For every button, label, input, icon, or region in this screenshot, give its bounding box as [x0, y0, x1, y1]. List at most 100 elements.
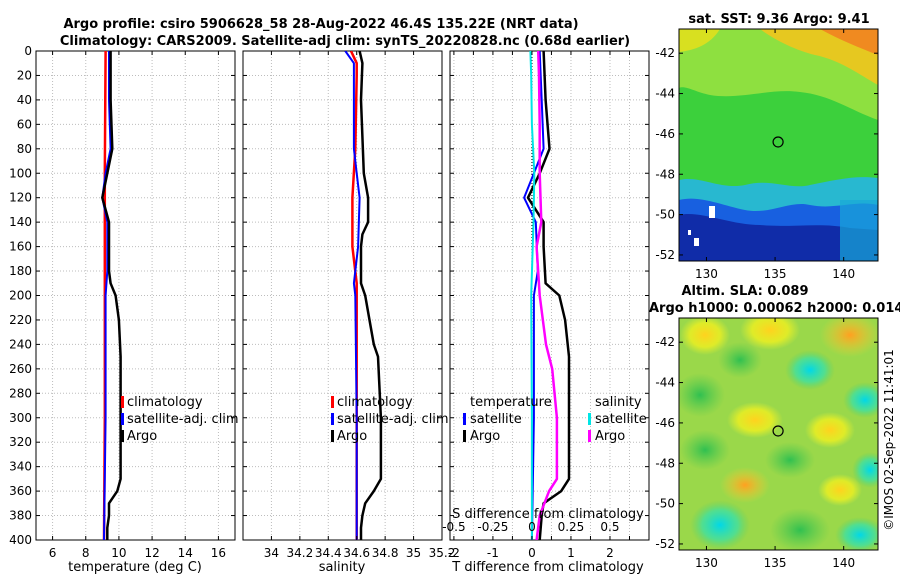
- y-tick-label: 160: [9, 240, 32, 254]
- salinity-profile-panel: 34 34.2 34.4 34.6 34.8 35 35.2 salinity climat…: [242, 50, 456, 575]
- x-tick-label: 16: [211, 546, 226, 560]
- y-tick-label: 280: [9, 386, 32, 400]
- legend-swatch-t-argo: [463, 430, 466, 442]
- x2-tick-label: 0: [528, 520, 536, 534]
- map-y-tick-label: -44: [655, 376, 675, 390]
- legend-swatch-s-satellite: [588, 413, 591, 425]
- series-line-temperature-argo: [526, 51, 571, 540]
- x2-tick-label: 0.5: [600, 520, 619, 534]
- x-tick-label: 34.4: [315, 546, 342, 560]
- y-tick-label: 400: [9, 533, 32, 547]
- y-tick-label: 80: [17, 142, 32, 156]
- sst-map-title: sat. SST: 9.36 Argo: 9.41: [688, 12, 869, 27]
- x-tick-label: 8: [82, 546, 90, 560]
- y-tick-label: 40: [17, 93, 32, 107]
- series-line-argo: [101, 51, 122, 540]
- series-line-salinity-argo: [535, 51, 559, 540]
- sla-map-title-line2: Argo h1000: 0.00062 h2000: 0.014: [649, 301, 900, 316]
- map-x-tick-label: 140: [832, 556, 855, 570]
- x-tick-label: 35.2: [429, 546, 456, 560]
- x-tick-label: 1: [567, 546, 575, 560]
- y-tick-label: 120: [9, 191, 32, 205]
- x-tick-label: 2: [606, 546, 614, 560]
- legend-swatch-satellite: [331, 413, 334, 425]
- y-tick-label: 340: [9, 460, 32, 474]
- legend-label-s-argo: Argo: [595, 429, 625, 444]
- difference-legend: temperature satellite Argo salinity sate…: [463, 395, 647, 444]
- sla-argo-location-marker: [772, 425, 784, 437]
- temperature-legend: climatology satellite-adj. clim Argo: [121, 395, 239, 444]
- imos-timestamp: ©IMOS 02-Sep-2022 11:41:01: [882, 349, 896, 531]
- x-tick-label: 6: [49, 546, 57, 560]
- x-tick-label: -2: [448, 546, 460, 560]
- legend-swatch-s-argo: [588, 430, 591, 442]
- map-x-tick-label: 140: [832, 267, 855, 281]
- map-x-tick-label: 130: [695, 267, 718, 281]
- map-y-tick-label: -44: [655, 87, 675, 101]
- x2-tick-label: -0.25: [477, 520, 508, 534]
- legend-label-climatology: climatology: [127, 395, 203, 410]
- x2-tick-label: 0.25: [558, 520, 585, 534]
- legend-swatch-argo: [331, 430, 334, 442]
- legend-swatch-satellite: [121, 413, 124, 425]
- y-tick-label: 360: [9, 484, 32, 498]
- sst-heatmap: [679, 29, 878, 261]
- legend-title-salinity: salinity: [595, 395, 642, 410]
- x2-tick-label: -0.5: [442, 520, 465, 534]
- y-tick-label: 0: [24, 44, 32, 58]
- difference-profile-panel: -2 -1 0 1 2 -0.5 -0.25 0 0.25 0.5 T difference fr…: [442, 50, 650, 575]
- y-tick-label: 60: [17, 117, 32, 131]
- legend-title-temperature: temperature: [470, 395, 552, 410]
- legend-swatch-climatology: [331, 396, 334, 408]
- x-tick-label: 34.6: [343, 546, 370, 560]
- x-tick-label: 34.2: [286, 546, 313, 560]
- y-tick-label: 260: [9, 362, 32, 376]
- salinity-xlabel: salinity: [319, 560, 366, 575]
- y-tick-label: 300: [9, 411, 32, 425]
- y-tick-label: 200: [9, 289, 32, 303]
- legend-label-t-satellite: satellite: [470, 412, 522, 427]
- legend-label-t-argo: Argo: [470, 429, 500, 444]
- map-y-tick-label: -52: [655, 537, 675, 551]
- x-tick-label: 34.8: [372, 546, 399, 560]
- y-tick-label: 140: [9, 215, 32, 229]
- sst-map-frame: [678, 28, 879, 262]
- y-tick-label: 100: [9, 166, 32, 180]
- map-y-tick-label: -42: [655, 335, 675, 349]
- legend-label-s-satellite: satellite: [595, 412, 647, 427]
- map-x-tick-label: 130: [695, 556, 718, 570]
- legend-swatch-t-satellite: [463, 413, 466, 425]
- legend-swatch-argo: [121, 430, 124, 442]
- y-tick-label: 320: [9, 435, 32, 449]
- figure-title-line1: Argo profile: csiro 5906628_58 28-Aug-20…: [63, 17, 578, 32]
- legend-label-argo: Argo: [127, 429, 157, 444]
- map-y-tick-label: -42: [655, 46, 675, 60]
- x-tick-label: -1: [487, 546, 499, 560]
- x-tick-label: 0: [528, 546, 536, 560]
- sst-argo-location-marker: [772, 136, 784, 148]
- legend-label-satellite: satellite-adj. clim: [127, 412, 239, 427]
- y-tick-label: 380: [9, 509, 32, 523]
- map-y-tick-label: -46: [655, 416, 675, 430]
- temperature-xlabel: temperature (deg C): [68, 560, 202, 575]
- y-tick-label: 180: [9, 264, 32, 278]
- map-y-tick-label: -52: [655, 248, 675, 262]
- s-difference-xlabel: S difference from climatology: [452, 507, 644, 522]
- legend-label-argo: Argo: [337, 429, 367, 444]
- legend-label-satellite: satellite-adj. clim: [337, 412, 449, 427]
- y-tick-label: 240: [9, 337, 32, 351]
- series-line-satellite-adj-clim: [344, 51, 361, 540]
- x-tick-label: 34: [264, 546, 279, 560]
- sst-map-panel: 130 135 140 -42 -44 -46 -48 -50 -52: [655, 28, 879, 281]
- map-x-tick-label: 135: [764, 267, 787, 281]
- map-y-tick-label: -48: [655, 167, 675, 181]
- series-line-salinity-satellite: [529, 51, 536, 540]
- sla-heatmap: [679, 318, 878, 550]
- x-tick-label: 35: [406, 546, 421, 560]
- map-x-tick-label: 135: [764, 556, 787, 570]
- series-line-temperature-satellite: [523, 51, 545, 540]
- y-tick-label: 220: [9, 313, 32, 327]
- legend-swatch-climatology: [121, 396, 124, 408]
- x-tick-label: 10: [111, 546, 126, 560]
